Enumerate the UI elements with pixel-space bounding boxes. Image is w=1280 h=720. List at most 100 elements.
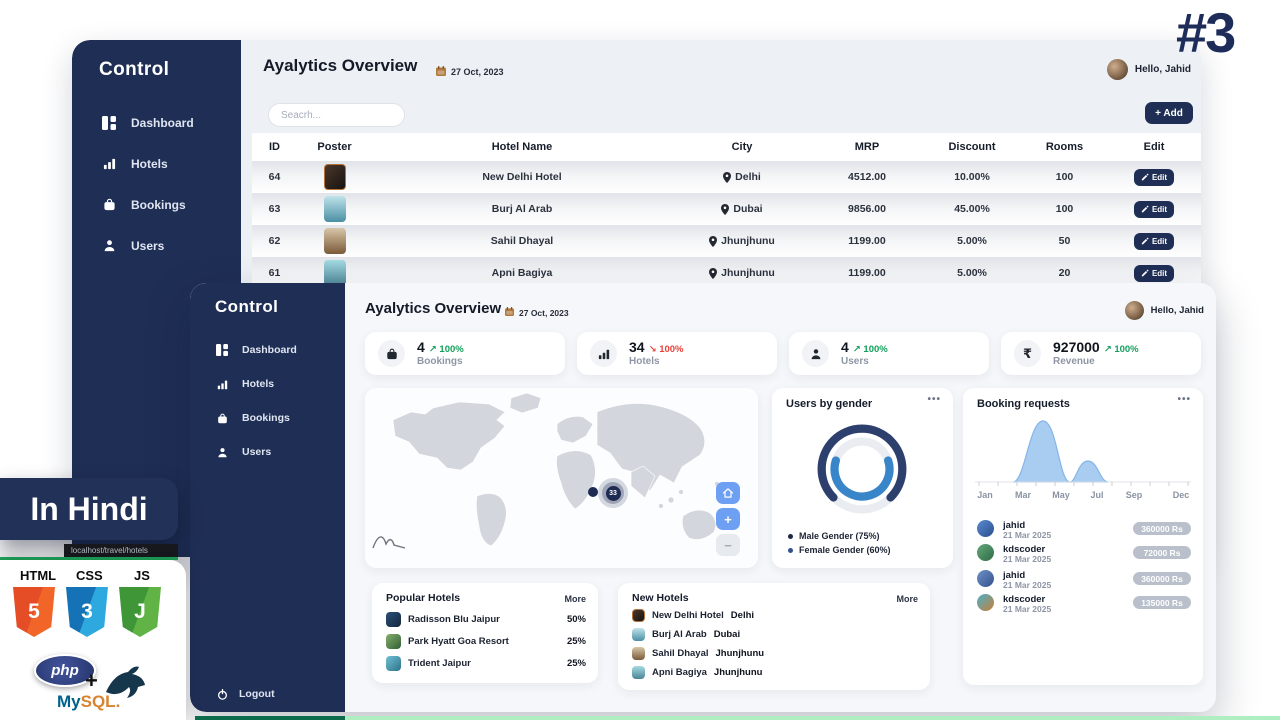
- add-button[interactable]: + Add: [1145, 102, 1193, 124]
- sidebar-item-label: Hotels: [131, 156, 168, 171]
- cell-rooms: 100: [1055, 171, 1074, 183]
- more-link[interactable]: More: [564, 594, 586, 604]
- cell-rooms: 20: [1058, 267, 1071, 279]
- booking-date: 21 Mar 2025: [1003, 554, 1052, 564]
- sidebar-item-hotels[interactable]: Hotels: [190, 367, 345, 401]
- css3-logo-icon: 3: [66, 587, 108, 637]
- amount-badge: 360000 Rs: [1133, 572, 1191, 585]
- greeting-label: Hello, Jahid: [1150, 305, 1204, 316]
- sidebar-item-users[interactable]: Users: [72, 225, 241, 266]
- cell-discount: 5.00%: [957, 267, 987, 279]
- sidebar-item-label: Bookings: [242, 412, 290, 424]
- map-home-button[interactable]: [716, 482, 740, 504]
- sidebar-item-label: Users: [131, 238, 165, 253]
- hotel-share: 25%: [566, 636, 586, 647]
- col-city: City: [731, 141, 753, 153]
- legend-female: Female Gender (60%): [788, 545, 891, 555]
- card-title: New Hotels: [632, 592, 689, 604]
- edit-button[interactable]: Edit: [1133, 232, 1175, 250]
- table-row: 63 Burj Al Arab Dubai 9856.00 45.00% 100…: [252, 193, 1201, 225]
- bookings-icon: [215, 413, 229, 424]
- legend-dot: [788, 547, 793, 553]
- sidebar-item-dashboard[interactable]: Dashboard: [72, 102, 241, 143]
- avatar: [977, 544, 994, 561]
- dashboard-icon: [102, 115, 116, 130]
- table-row: 62 Sahil Dhayal Jhunjhunu 1199.00 5.00% …: [252, 225, 1201, 257]
- booking-requests-card: Booking requests ••• Jan Mar May Jul Sep…: [963, 388, 1203, 685]
- edit-label: Edit: [1151, 172, 1168, 182]
- card-menu-icon[interactable]: •••: [927, 394, 941, 405]
- php-logo-icon: php: [34, 654, 96, 687]
- amount-badge: 360000 Rs: [1133, 522, 1191, 535]
- list-item: Park Hyatt Goa Resort 25%: [386, 634, 586, 649]
- booker-name: jahid: [1003, 570, 1026, 581]
- cell-mrp: 4512.00: [848, 171, 886, 183]
- cell-mrp: 1199.00: [848, 267, 886, 279]
- date-label: 27 Oct, 2023: [451, 67, 504, 77]
- users-icon: [102, 239, 116, 252]
- cell-mrp: 9856.00: [848, 203, 886, 215]
- hotel-name: New Delhi Hotel: [652, 610, 724, 621]
- edit-button[interactable]: Edit: [1133, 168, 1175, 186]
- legend-label: Female Gender (60%): [799, 545, 891, 555]
- pin-icon: [721, 203, 730, 215]
- sidebar-item-label: Dashboard: [242, 344, 297, 356]
- more-link[interactable]: More: [896, 594, 918, 604]
- html5-logo-icon: 5: [13, 587, 55, 637]
- cell-city: Delhi: [672, 171, 812, 183]
- card-title: Popular Hotels: [386, 592, 461, 604]
- cell-hotel: New Delhi Hotel: [482, 171, 562, 183]
- hotel-name: Burj Al Arab: [652, 629, 707, 640]
- sidebar-item-bookings[interactable]: Bookings: [72, 184, 241, 225]
- cell-id: 64: [268, 171, 281, 183]
- edit-button[interactable]: Edit: [1133, 200, 1175, 218]
- map-zoom-in-button[interactable]: +: [716, 508, 740, 530]
- sidebar-item-hotels[interactable]: Hotels: [72, 143, 241, 184]
- cell-city: Jhunjhunu: [672, 267, 812, 279]
- sidebar-item-label: Hotels: [242, 378, 275, 390]
- sidebar-item-bookings[interactable]: Bookings: [190, 401, 345, 435]
- x-tick-label: Sep: [1126, 490, 1143, 500]
- map-marker-cluster[interactable]: 33: [598, 478, 628, 508]
- map-marker-dot[interactable]: [588, 487, 598, 497]
- episode-number-badge: #3: [1176, 1, 1236, 64]
- pencil-icon: [1141, 237, 1149, 245]
- users-icon: [802, 340, 829, 367]
- edit-button[interactable]: Edit: [1133, 264, 1175, 282]
- hotel-city: Jhunjhunu: [713, 667, 763, 678]
- date-label: 27 Oct, 2023: [519, 307, 569, 318]
- map-zoom-out-button[interactable]: −: [716, 534, 740, 556]
- pin-icon: [723, 171, 732, 183]
- marker-count-label: 33: [605, 485, 621, 501]
- stat-value: 4: [417, 339, 425, 355]
- brand-logo: Control: [99, 59, 170, 80]
- search-input[interactable]: [268, 103, 405, 127]
- avatar: [977, 570, 994, 587]
- col-hotel-name: Hotel Name: [491, 141, 553, 153]
- card-title: Booking requests: [977, 398, 1070, 410]
- logout-label: Logout: [239, 688, 275, 700]
- card-title: Users by gender: [786, 398, 873, 410]
- list-item: Sahil Dhayal Jhunjhunu: [632, 647, 918, 660]
- city-label: Dubai: [733, 203, 763, 215]
- sidebar-item-users[interactable]: Users: [190, 435, 345, 469]
- col-discount: Discount: [948, 141, 996, 153]
- sidebar-item-dashboard[interactable]: Dashboard: [190, 333, 345, 367]
- stat-label: Revenue: [1053, 356, 1095, 367]
- list-item: New Delhi Hotel Delhi: [632, 609, 918, 622]
- trend-down-arrow: ↘ 100%: [648, 344, 684, 355]
- map-vendor-logo: [372, 536, 406, 549]
- legend-male: Male Gender (75%): [788, 531, 880, 541]
- booking-entry: kdscoder 21 Mar 2025 135000 Rs: [977, 594, 1191, 614]
- table-row: 64 New Delhi Hotel Delhi 4512.00 10.00% …: [252, 161, 1201, 193]
- hotel-thumb-image: [632, 609, 645, 622]
- pin-icon: [709, 267, 718, 279]
- stat-label: Bookings: [417, 356, 463, 367]
- js-label: JS: [134, 568, 150, 583]
- logout-button[interactable]: Logout: [215, 684, 275, 704]
- x-tick-label: Dec: [1173, 490, 1190, 500]
- amount-badge: 135000 Rs: [1133, 596, 1191, 609]
- bottom-strip-light: [345, 716, 1280, 720]
- hotel-city: Delhi: [730, 610, 755, 621]
- card-menu-icon[interactable]: •••: [1177, 394, 1191, 405]
